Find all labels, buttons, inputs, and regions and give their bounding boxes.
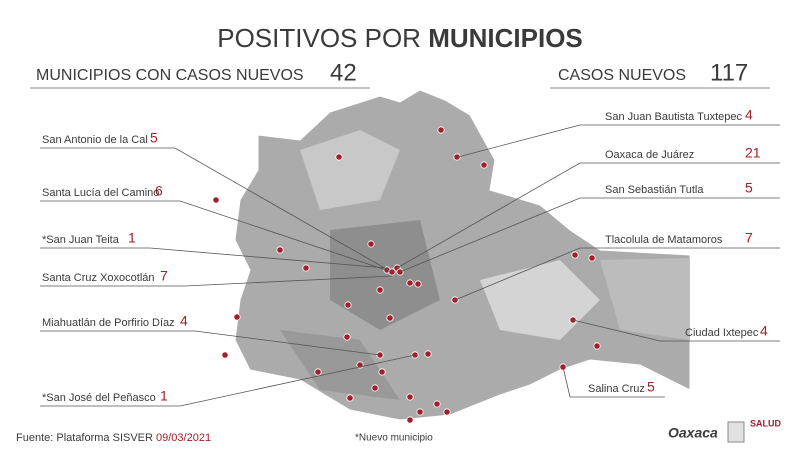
- region: [280, 330, 400, 400]
- seal: [727, 421, 745, 443]
- municipality-name: Salina Cruz: [588, 383, 645, 395]
- municipality-name: Tlacolula de Matamoros: [605, 234, 723, 246]
- dot: [443, 408, 451, 416]
- dot: [571, 251, 579, 259]
- source: Fuente: Plataforma SISVER: [16, 432, 153, 444]
- municipality-name: Santa Cruz Xoxocotlán: [42, 272, 155, 284]
- leader-line: [399, 197, 780, 273]
- leader-line: [40, 247, 387, 269]
- leader-line: [396, 162, 780, 269]
- municipality-cases: 7: [160, 268, 168, 284]
- leader-line: [40, 200, 393, 273]
- dot: [386, 314, 394, 322]
- dot: [593, 342, 601, 350]
- region: [330, 220, 440, 330]
- dot: [406, 416, 414, 424]
- leader-line: [454, 247, 780, 301]
- dot: [424, 350, 432, 358]
- municipality-cases: 5: [150, 130, 158, 146]
- municipality-name: *San Juan Teita: [42, 234, 120, 246]
- dot: [221, 351, 229, 359]
- footer-note: *Nuevo municipio: [355, 433, 433, 444]
- dot: [406, 279, 414, 287]
- municipality-name: Miahuatlán de Porfirio Díaz: [42, 317, 175, 329]
- dot: [433, 400, 441, 408]
- dot: [376, 286, 384, 294]
- municipality-name: Ciudad Ixtepec: [685, 327, 759, 339]
- municipality-cases: 5: [745, 180, 753, 196]
- dot: [276, 246, 284, 254]
- leader-line: [40, 330, 381, 356]
- municipality-cases: 1: [128, 230, 136, 246]
- municipality-cases: 6: [155, 183, 163, 199]
- municipality-name: Oaxaca de Juárez: [605, 149, 694, 161]
- municipality-cases: 21: [745, 145, 761, 161]
- summary-label: CASOS NUEVOS: [558, 67, 686, 84]
- dot: [212, 196, 220, 204]
- dot: [480, 161, 488, 169]
- dot: [346, 394, 354, 402]
- dot: [367, 240, 375, 248]
- municipality-name: San Antonio de la Cal: [42, 134, 148, 146]
- dot: [335, 153, 343, 161]
- dot: [416, 408, 424, 416]
- leader-line: [457, 124, 780, 158]
- leader-line: [572, 319, 780, 342]
- municipality-cases: 1: [160, 388, 168, 404]
- dot: [371, 384, 379, 392]
- municipality-cases: 4: [760, 323, 768, 339]
- dot: [588, 254, 596, 262]
- dot: [414, 280, 422, 288]
- municipality-cases: 5: [647, 379, 655, 395]
- dot: [437, 126, 445, 134]
- dot: [314, 368, 322, 376]
- title: POSITIVOS POR MUNICIPIOS: [217, 23, 583, 53]
- region: [300, 130, 400, 210]
- region: [600, 258, 690, 340]
- footer-source: Fuente: Plataforma SISVER 09/03/2021: [16, 432, 211, 444]
- municipality-cases: 4: [180, 313, 188, 329]
- logo-health: SALUD: [750, 418, 781, 428]
- municipality-cases: 4: [745, 107, 753, 123]
- summary-label: MUNICIPIOS CON CASOS NUEVOS: [36, 67, 304, 84]
- logo-state: Oaxaca: [668, 425, 718, 441]
- leader-line: [40, 275, 393, 287]
- municipality-name: San Sebastián Tutla: [605, 184, 704, 196]
- dot: [344, 301, 352, 309]
- dot: [453, 153, 461, 161]
- dot: [302, 264, 310, 272]
- municipality-name: San Juan Bautista Tuxtepec: [605, 111, 742, 123]
- title-light: POSITIVOS POR: [217, 23, 421, 53]
- summary-value: 117: [710, 59, 748, 86]
- dot: [406, 393, 414, 401]
- leader-line: [40, 147, 389, 271]
- dot: [343, 333, 351, 341]
- leader-line: [40, 354, 416, 407]
- date: 09/03/2021: [156, 432, 211, 444]
- municipality-name: Santa Lucía del Camino: [42, 187, 159, 199]
- title-bold: MUNICIPIOS: [428, 23, 583, 53]
- dot: [378, 368, 386, 376]
- dot: [233, 313, 241, 321]
- summary-value: 42: [330, 59, 357, 86]
- leader-line: [562, 366, 665, 398]
- municipality-cases: 7: [745, 230, 753, 246]
- municipality-name: *San José del Peñasco: [42, 392, 156, 404]
